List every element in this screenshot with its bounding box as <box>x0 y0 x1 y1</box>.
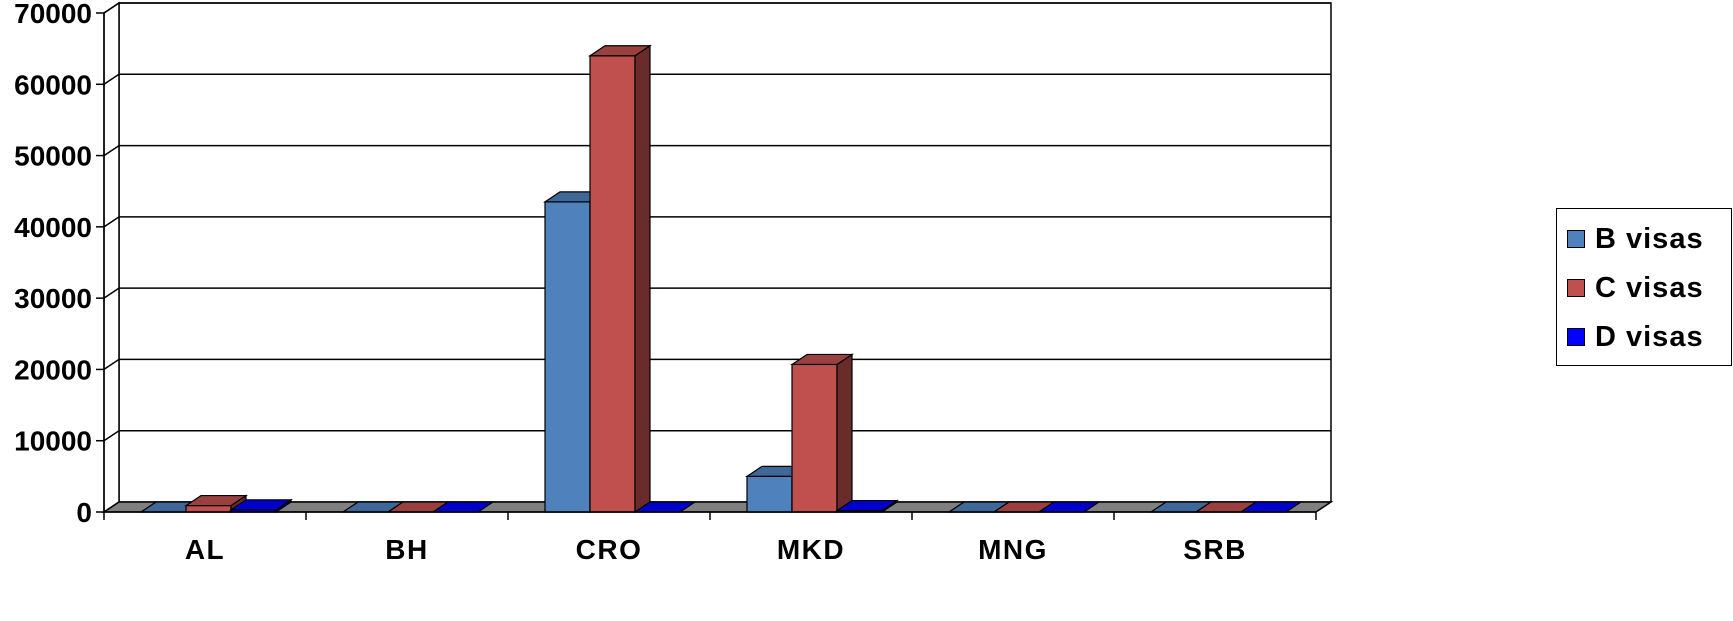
x-tick-label-al: AL <box>185 534 225 565</box>
legend-swatch-c-visas <box>1567 279 1585 297</box>
legend-item-b-visas: B visas <box>1567 217 1704 261</box>
y-tick-label-40000: 40000 <box>14 212 92 243</box>
x-tick-label-mkd: MKD <box>777 534 845 565</box>
gridline-40000 <box>103 216 1331 228</box>
legend-label-d-visas: D visas <box>1595 320 1704 353</box>
bar-mkd-c-visas <box>790 353 854 514</box>
back-wall <box>118 2 1332 503</box>
bars-group <box>139 44 1303 514</box>
gridlines <box>103 2 1331 442</box>
legend-label-c-visas: C visas <box>1595 271 1704 304</box>
y-tick-label-10000: 10000 <box>14 426 92 457</box>
legend-swatch-d-visas <box>1567 328 1585 346</box>
y-tick-label-0: 0 <box>76 497 92 528</box>
legend: B visas C visas D visas <box>1556 208 1732 366</box>
y-tick-label-60000: 60000 <box>14 69 92 100</box>
y-tick-label-20000: 20000 <box>14 354 92 385</box>
gridline-70000 <box>103 2 1331 14</box>
legend-item-c-visas: C visas <box>1567 266 1704 310</box>
x-tick-label-bh: BH <box>385 534 428 565</box>
chart-walls <box>103 1 1332 514</box>
gridline-10000 <box>103 429 1331 442</box>
gridline-50000 <box>103 144 1331 157</box>
y-axis: 0 10000 20000 30000 40000 50000 60000 70000 <box>14 0 105 528</box>
x-tick-label-cro: CRO <box>576 534 643 565</box>
legend-item-d-visas: D visas <box>1567 315 1704 359</box>
gridline-30000 <box>103 287 1331 299</box>
gridline-20000 <box>103 358 1331 371</box>
legend-swatch-b-visas <box>1567 230 1585 248</box>
bar-cro-c-visas <box>588 44 652 514</box>
y-tick-label-50000: 50000 <box>14 141 92 172</box>
legend-label-b-visas: B visas <box>1595 222 1704 255</box>
x-tick-label-mng: MNG <box>978 534 1048 565</box>
x-tick-label-srb: SRB <box>1183 534 1247 565</box>
y-tick-label-30000: 30000 <box>14 283 92 314</box>
x-axis: AL BH CRO MKD MNG SRB <box>103 511 1317 565</box>
gridline-60000 <box>103 73 1331 85</box>
y-tick-label-70000: 70000 <box>14 0 92 29</box>
